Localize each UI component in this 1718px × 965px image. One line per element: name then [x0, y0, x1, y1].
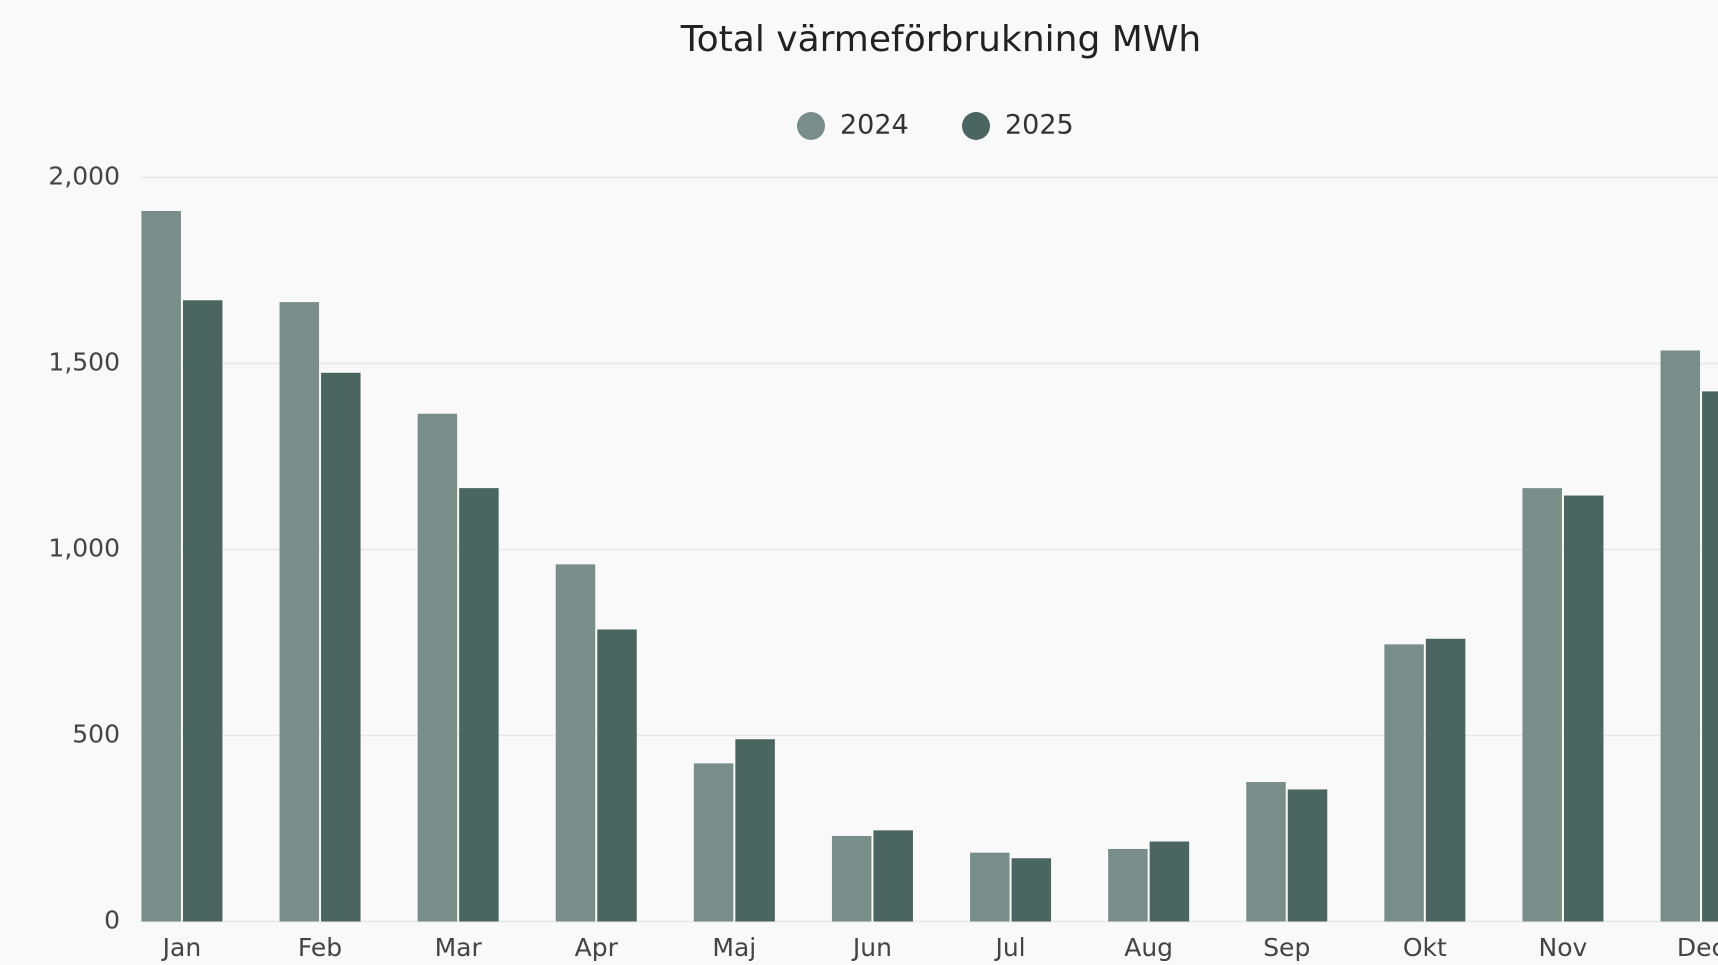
x-tick-label: Jul [993, 933, 1025, 962]
bar [873, 830, 913, 922]
bar [1287, 789, 1328, 922]
bar [141, 210, 181, 922]
y-tick-label: 0 [104, 906, 120, 935]
bar [321, 372, 361, 922]
bar [970, 852, 1010, 922]
x-tick-label: Jun [851, 933, 892, 962]
bar [417, 413, 458, 922]
y-tick-label: 1,500 [48, 348, 120, 377]
legend-marker [797, 112, 825, 140]
legend-label: 2024 [840, 110, 909, 141]
bar [831, 835, 872, 922]
x-tick-label: Maj [712, 933, 756, 962]
bar [1660, 350, 1701, 922]
bar [1149, 841, 1190, 922]
bar [459, 488, 499, 922]
x-tick-label: Dec [1677, 933, 1718, 962]
bar [1108, 848, 1148, 922]
x-tick-label: Apr [575, 933, 619, 962]
y-tick-label: 500 [72, 720, 120, 749]
chart-title: Total värmeförbrukning MWh [680, 19, 1202, 60]
bar [1011, 858, 1052, 922]
bar [182, 300, 223, 922]
x-tick-label: Jan [161, 933, 202, 962]
x-tick-label: Mar [435, 933, 483, 962]
bar [1425, 638, 1466, 922]
bar [1384, 644, 1424, 922]
legend-label: 2025 [1005, 110, 1074, 141]
legend-marker [962, 112, 990, 140]
x-tick-label: Sep [1263, 933, 1310, 962]
y-tick-label: 2,000 [48, 162, 120, 191]
bar [1522, 488, 1562, 922]
bar [693, 763, 734, 922]
y-tick-label: 1,000 [48, 534, 120, 563]
x-tick-label: Feb [298, 933, 342, 962]
bar [735, 739, 775, 922]
x-tick-label: Nov [1539, 933, 1588, 962]
bar [279, 302, 320, 922]
x-tick-label: Aug [1124, 933, 1173, 962]
bar [597, 629, 637, 922]
bar [1563, 495, 1604, 922]
bar [1702, 391, 1718, 922]
bar [555, 564, 596, 922]
bar [1246, 782, 1286, 922]
x-tick-label: Okt [1403, 933, 1447, 962]
